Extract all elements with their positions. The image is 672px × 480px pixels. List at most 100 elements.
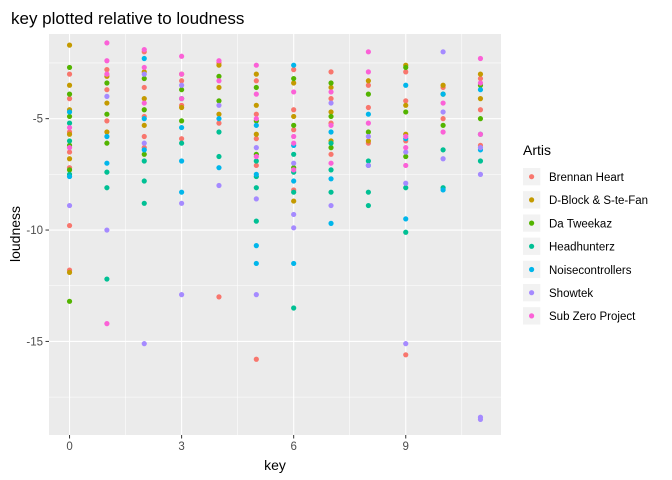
- data-point-showtek: [179, 82, 185, 88]
- data-point-da-tweekaz: [141, 151, 147, 157]
- legend-label-noisecontrollers: Noisecontrollers: [549, 265, 632, 277]
- data-point-noisecontrollers: [253, 243, 259, 249]
- legend-label-d-block-s-te-fan: D-Block & S-te-Fan: [549, 195, 648, 207]
- data-point-sub-zero-project: [104, 321, 110, 327]
- data-point-headhunterz: [477, 158, 484, 164]
- data-point-showtek: [291, 225, 297, 231]
- data-point-da-tweekaz: [328, 145, 334, 151]
- data-point-noisecontrollers: [141, 147, 147, 153]
- data-point-sub-zero-project: [365, 120, 371, 126]
- data-point-d-block-s-te-fan: [216, 62, 222, 68]
- data-point-sub-zero-project: [253, 153, 259, 160]
- data-point-sub-zero-project: [141, 46, 147, 53]
- data-point-da-tweekaz: [365, 129, 371, 135]
- data-point-noisecontrollers: [179, 189, 185, 195]
- data-point-da-tweekaz: [440, 122, 446, 128]
- data-point-brennan-heart: [291, 67, 297, 73]
- data-point-sub-zero-project: [291, 133, 297, 140]
- legend-label-brennan-heart: Brennan Heart: [549, 172, 625, 184]
- data-point-da-tweekaz: [104, 140, 110, 146]
- data-point-showtek: [216, 102, 222, 108]
- data-point-sub-zero-project: [365, 69, 371, 75]
- data-point-d-block-s-te-fan: [477, 71, 484, 77]
- data-point-showtek: [66, 202, 73, 209]
- data-point-da-tweekaz: [477, 116, 484, 122]
- data-point-showtek: [477, 416, 484, 423]
- data-point-d-block-s-te-fan: [179, 104, 185, 111]
- data-point-noisecontrollers: [291, 260, 297, 267]
- data-point-sub-zero-project: [291, 140, 297, 146]
- data-point-brennan-heart: [179, 136, 185, 142]
- data-point-brennan-heart: [141, 84, 147, 91]
- data-point-brennan-heart: [328, 96, 334, 102]
- data-point-da-tweekaz: [141, 107, 147, 113]
- data-point-showtek: [141, 140, 147, 146]
- data-point-sub-zero-project: [291, 167, 297, 173]
- data-point-noisecontrollers: [216, 116, 222, 122]
- data-point-showtek: [216, 182, 222, 189]
- data-point-showtek: [291, 160, 297, 166]
- data-point-headhunterz: [365, 202, 371, 209]
- data-point-sub-zero-project: [141, 100, 147, 106]
- data-point-noisecontrollers: [104, 160, 110, 166]
- data-point-d-block-s-te-fan: [66, 131, 73, 137]
- legend-swatch-da-tweekaz: [529, 220, 535, 226]
- data-point-headhunterz: [403, 185, 409, 191]
- data-point-showtek: [179, 292, 185, 298]
- legend-label-headhunterz: Headhunterz: [549, 242, 615, 254]
- data-point-showtek: [403, 341, 409, 347]
- data-points: [66, 40, 484, 423]
- legend-swatch-noisecontrollers: [529, 266, 535, 273]
- data-point-headhunterz: [403, 229, 409, 235]
- data-point-headhunterz: [365, 158, 371, 164]
- data-point-showtek: [477, 171, 484, 177]
- data-point-brennan-heart: [216, 294, 222, 300]
- data-point-brennan-heart: [66, 149, 73, 155]
- data-point-noisecontrollers: [403, 82, 409, 88]
- data-point-noisecontrollers: [179, 158, 185, 164]
- x-tick-label: 0: [66, 441, 72, 453]
- data-point-d-block-s-te-fan: [253, 131, 259, 137]
- data-point-da-tweekaz: [403, 109, 409, 115]
- data-point-da-tweekaz: [66, 298, 73, 304]
- data-point-noisecontrollers: [291, 62, 297, 68]
- data-point-brennan-heart: [253, 162, 259, 169]
- data-point-sub-zero-project: [440, 100, 446, 106]
- data-point-showtek: [440, 49, 446, 55]
- data-point-da-tweekaz: [403, 64, 409, 71]
- data-point-brennan-heart: [253, 356, 259, 362]
- data-point-brennan-heart: [179, 78, 185, 84]
- data-point-headhunterz: [141, 178, 147, 184]
- data-point-showtek: [403, 149, 409, 155]
- data-point-sub-zero-project: [216, 58, 222, 64]
- data-point-headhunterz: [291, 189, 297, 195]
- data-point-sub-zero-project: [179, 96, 185, 102]
- data-point-brennan-heart: [104, 67, 110, 73]
- data-point-noisecontrollers: [403, 216, 409, 222]
- x-tick-label: 9: [403, 441, 409, 453]
- data-point-sub-zero-project: [66, 124, 73, 131]
- data-point-sub-zero-project: [477, 80, 484, 86]
- data-point-noisecontrollers: [328, 220, 334, 226]
- data-point-d-block-s-te-fan: [291, 198, 297, 204]
- data-point-d-block-s-te-fan: [253, 102, 259, 108]
- data-point-brennan-heart: [66, 222, 73, 229]
- legend: Artis Brennan Heart D-Block & S-te-Fan Da …: [523, 142, 648, 325]
- data-point-showtek: [291, 211, 297, 218]
- data-point-noisecontrollers: [328, 176, 334, 182]
- y-tick-label: -15: [26, 336, 43, 348]
- data-point-d-block-s-te-fan: [66, 82, 73, 88]
- data-point-noisecontrollers: [66, 173, 73, 180]
- data-point-showtek: [253, 145, 259, 151]
- data-point-d-block-s-te-fan: [66, 269, 73, 275]
- y-axis-title: loudness: [7, 206, 23, 262]
- data-point-sub-zero-project: [365, 49, 371, 55]
- data-point-brennan-heart: [440, 116, 446, 122]
- data-point-brennan-heart: [104, 87, 110, 93]
- x-tick-label: 6: [290, 441, 296, 453]
- data-point-d-block-s-te-fan: [104, 100, 110, 106]
- data-point-d-block-s-te-fan: [477, 96, 484, 102]
- legend-swatch-brennan-heart: [529, 174, 535, 180]
- data-point-brennan-heart: [66, 71, 73, 77]
- data-point-noisecontrollers: [141, 55, 147, 62]
